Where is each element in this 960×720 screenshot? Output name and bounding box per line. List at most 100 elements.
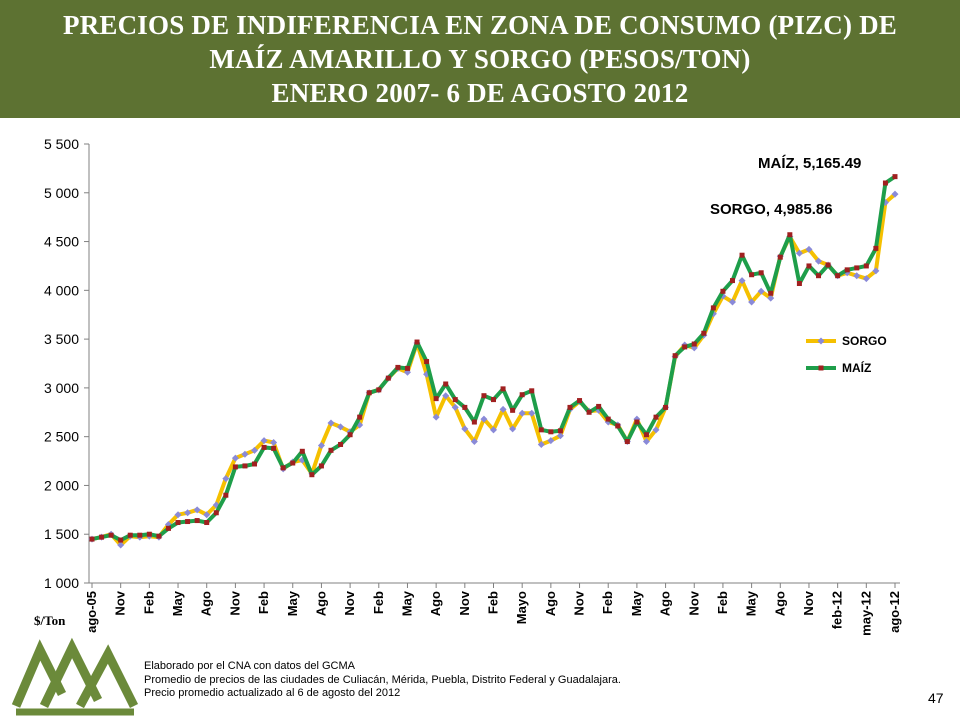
sorgo-point [203, 511, 211, 519]
sorgo-point [537, 440, 545, 448]
maiz-point [318, 463, 324, 469]
price-line-chart: 1 000 1 500 2 000 2 500 3 000 3 500 4 000 4 500… [44, 136, 902, 636]
x-tick-label: Ago [199, 591, 214, 616]
sorgo-point [117, 541, 125, 549]
sorgo-point [337, 423, 345, 431]
x-tick-label: Feb [486, 591, 501, 614]
maiz-point [777, 254, 783, 260]
sorgo-point [872, 267, 880, 275]
maiz-point [663, 404, 669, 410]
maiz-point [567, 404, 573, 410]
maiz-point [204, 520, 210, 526]
maiz-point [376, 387, 382, 393]
title-line-1: PRECIOS DE INDIFERENCIA EN ZONA DE CONSU… [63, 10, 897, 40]
sorgo-point [222, 475, 230, 483]
sorgo-point [547, 437, 555, 445]
sorgo-point [509, 425, 517, 433]
y-tick-label: 3 000 [44, 380, 79, 396]
sorgo-point [728, 298, 736, 306]
maiz-point [165, 525, 171, 531]
maiz-point [156, 533, 162, 539]
sorgo-point [738, 277, 746, 285]
maiz-point [328, 447, 334, 453]
title-line-2: MAÍZ AMARILLO Y SORGO (PESOS/TON) [209, 44, 751, 74]
x-tick-label: Nov [801, 590, 816, 615]
maiz-point [519, 392, 525, 398]
maiz-point [787, 232, 793, 238]
sorgo-point [891, 190, 899, 198]
y-tick-label: 5 500 [44, 136, 79, 152]
maiz-point [806, 263, 812, 269]
x-tick-label: ago-05 [84, 591, 99, 633]
sorgo-point [193, 506, 201, 514]
sorgo-point [748, 298, 756, 306]
maiz-point [127, 532, 133, 538]
maiz-point [290, 460, 296, 466]
x-tick-label: Mayo [514, 591, 529, 624]
maiz-point [634, 419, 640, 425]
maiz-point [510, 407, 516, 413]
maiz-point [758, 270, 764, 276]
maiz-point [710, 305, 716, 311]
x-tick-label: Feb [715, 591, 730, 614]
maiz-point [366, 390, 372, 396]
source-note-line-1: Elaborado por el CNA con datos del GCMA [144, 660, 355, 672]
maiz-point [500, 386, 506, 392]
maiz-point [643, 432, 649, 438]
maiz-point [108, 532, 114, 538]
maiz-point [194, 518, 200, 524]
maiz-point [404, 365, 410, 371]
sorgo-point [652, 426, 660, 434]
maiz-point [835, 273, 841, 279]
maiz-point [309, 472, 315, 478]
maiz-point [844, 267, 850, 273]
x-tick-label: May [285, 590, 300, 616]
sorgo-point [767, 294, 775, 302]
sorgo-point [757, 287, 765, 295]
x-tick-label: may-12 [858, 591, 873, 636]
sorgo-point [260, 437, 268, 445]
sorgo-point [528, 409, 536, 417]
maiz-point [338, 441, 344, 447]
x-tick-label: Feb [256, 591, 271, 614]
x-tick-label: Nov [113, 590, 128, 615]
maiz-point [892, 174, 898, 180]
maiz-point [816, 273, 822, 279]
maiz-point [768, 290, 774, 296]
sorgo-point [251, 446, 259, 454]
sorgo-point [853, 272, 861, 280]
maiz-point [691, 341, 697, 347]
maiz-point [577, 398, 583, 404]
x-tick-label: Feb [141, 591, 156, 614]
sorgo-point [231, 454, 239, 462]
maiz-point [586, 409, 592, 415]
maiz-point [299, 448, 305, 454]
maiz-point [739, 252, 745, 258]
maiz-point [146, 531, 152, 537]
sorgo-point [490, 426, 497, 434]
maiz-point [596, 403, 602, 409]
legend-marker-maiz [818, 365, 824, 371]
maiz-point [557, 428, 563, 434]
sorgo-point [470, 438, 478, 446]
maiz-point [137, 532, 143, 538]
x-tick-label: Nov [227, 590, 242, 615]
maiz-point [605, 416, 611, 422]
maiz-point [385, 375, 391, 381]
maiz-point [863, 263, 869, 269]
maiz-point [414, 339, 420, 345]
sorgo-point [556, 432, 564, 440]
maiz-point [280, 465, 286, 471]
x-tick-label: Nov [572, 590, 587, 615]
legend-label-sorgo: SORGO [842, 334, 887, 348]
legend-label-maiz: MAÍZ [842, 360, 871, 375]
sorgo-point [461, 425, 469, 433]
x-tick-label: Nov [686, 590, 701, 615]
sorgo-point [805, 245, 813, 253]
y-tick-label: 5 000 [44, 185, 79, 201]
series-line-sorgo [91, 192, 897, 547]
sorgo-point [451, 403, 459, 411]
y-tick-label: 4 500 [44, 234, 79, 250]
y-tick-label: 4 000 [44, 282, 79, 298]
maiz-point [538, 427, 544, 433]
